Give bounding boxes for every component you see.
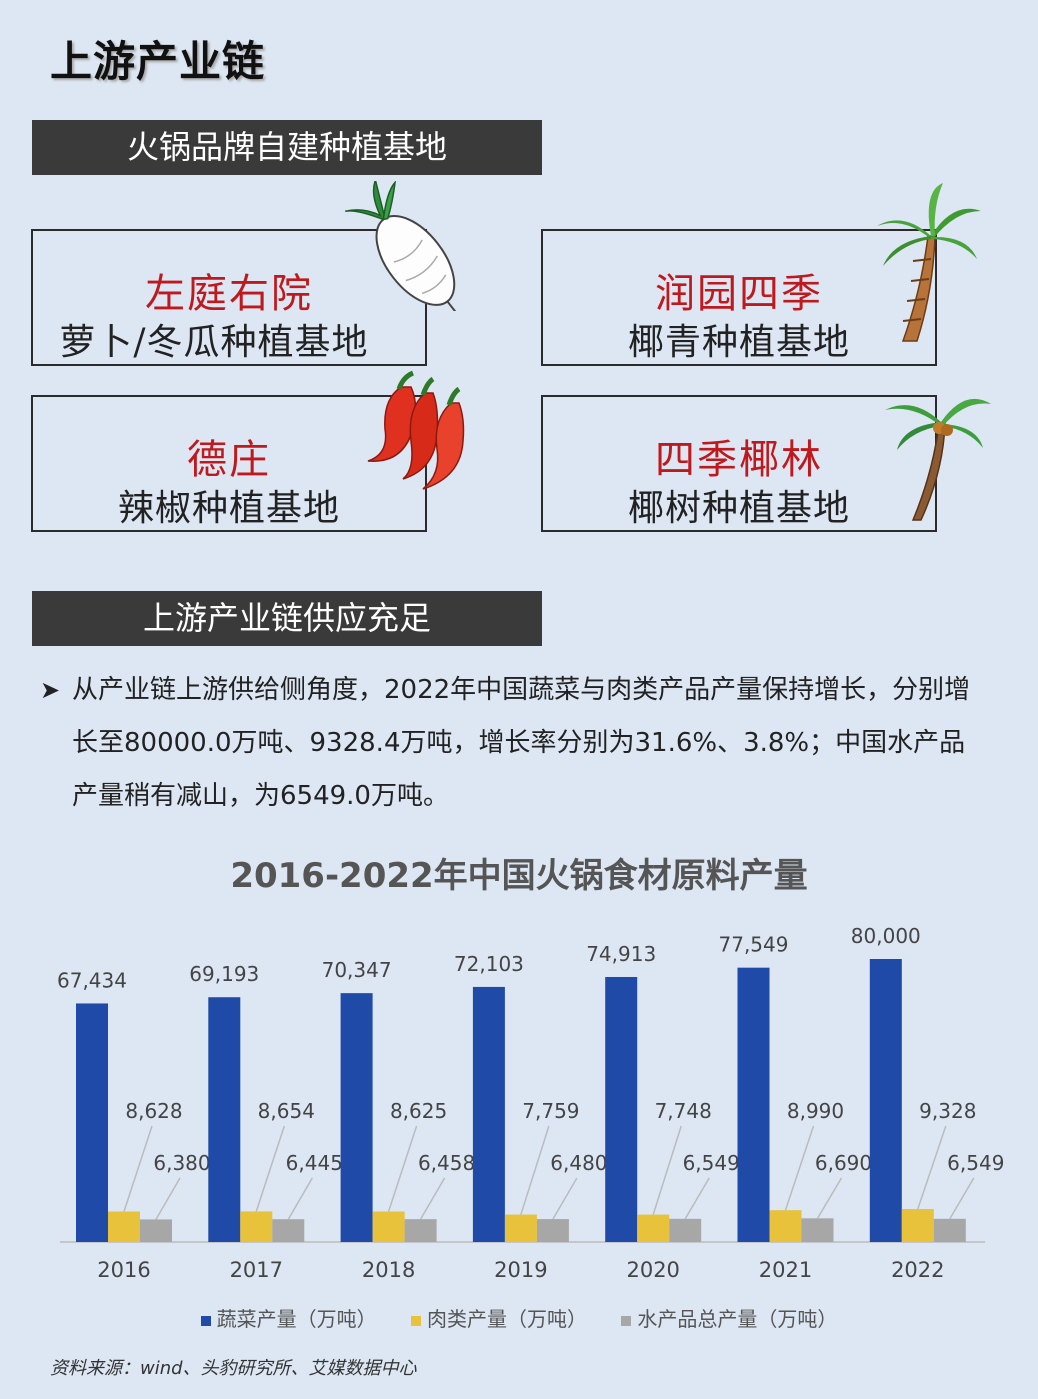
bar-2019-s2 [536, 1219, 569, 1242]
legend-label: 肉类产量（万吨） [427, 1307, 587, 1331]
bar-2017-s1 [240, 1211, 273, 1242]
bar-2018-s2 [404, 1219, 437, 1242]
legend-label: 水产品总产量（万吨） [637, 1307, 838, 1331]
chart-legend: 蔬菜产量（万吨） 肉类产量（万吨） 水产品总产量（万吨） [0, 1303, 1038, 1332]
data-label: 8,654 [258, 1099, 315, 1123]
radish-icon [345, 181, 457, 311]
palm-tree-icon [877, 183, 981, 342]
card-brand-name: 润园四季 [655, 271, 823, 317]
data-label: 8,628 [125, 1099, 182, 1123]
data-label: 6,480 [550, 1151, 607, 1175]
production-bar-chart: 67,434 8,628 6,380 2016 69,193 8,654 6,445 2017… [57, 924, 1004, 1282]
leader-line [255, 1125, 286, 1212]
card-base-desc: 椰青种植基地 [627, 322, 850, 363]
leader-line [684, 1177, 710, 1220]
leader-line [652, 1125, 682, 1215]
card-runyuan-siji: 润园四季 椰青种植基地 [541, 183, 981, 366]
arrow-bullet-icon: ➤ [40, 676, 61, 704]
bar-2017-s0 [208, 997, 241, 1242]
data-label: 9,328 [919, 1099, 976, 1123]
x-tick-label: 2021 [759, 1258, 812, 1282]
data-label: 6,690 [815, 1151, 872, 1175]
bar-2020-s2 [669, 1218, 702, 1242]
data-label: 8,625 [390, 1099, 447, 1123]
leader-line [917, 1125, 947, 1210]
bar-2016-s2 [140, 1219, 172, 1242]
coconut-tree-icon [885, 398, 991, 521]
bar-2022-s0 [869, 959, 902, 1242]
data-label: 8,990 [787, 1099, 844, 1123]
chart-title: 2016-2022年中国火锅食材原料产量 [230, 856, 808, 896]
card-zuoting-youyuan: 左庭右院 萝卜/冬瓜种植基地 [31, 181, 457, 366]
x-tick-label: 2018 [362, 1258, 415, 1282]
leader-line [552, 1177, 578, 1220]
section-title-brand-bases: 火锅品牌自建种植基地 [32, 120, 542, 175]
data-source-note: 资料来源：wind、头豹研究所、艾媒数据中心 [50, 1358, 417, 1379]
leader-line [949, 1177, 975, 1220]
card-base-desc: 辣椒种植基地 [117, 488, 340, 529]
leader-line [155, 1177, 181, 1220]
legend-swatch [621, 1315, 632, 1326]
card-brand-name: 四季椰林 [655, 437, 823, 483]
data-label: 7,748 [655, 1099, 712, 1123]
card-base-desc: 萝卜/冬瓜种植基地 [59, 322, 369, 363]
bar-2016-s1 [108, 1211, 140, 1242]
leader-line [123, 1125, 153, 1212]
bar-2017-s2 [272, 1219, 305, 1242]
x-tick-label: 2016 [97, 1258, 150, 1282]
leader-line [816, 1177, 843, 1219]
data-label: 74,913 [586, 942, 656, 966]
data-label: 80,000 [851, 924, 921, 948]
legend-item-vegetables: 蔬菜产量（万吨） [200, 1303, 377, 1332]
data-label: 6,445 [286, 1151, 343, 1175]
leader-line [419, 1177, 446, 1220]
supply-summary-text: 从产业链上游供给侧角度，2022年中国蔬菜与肉类产品产量保持增长，分别增长至80… [72, 675, 971, 811]
bar-2019-s0 [472, 986, 505, 1242]
legend-swatch [411, 1315, 421, 1326]
data-label: 67,434 [57, 968, 127, 992]
card-brand-name: 德庄 [187, 437, 271, 483]
data-label: 69,193 [189, 962, 259, 986]
bar-2016-s0 [76, 1003, 108, 1242]
x-tick-label: 2022 [891, 1258, 944, 1282]
bar-2018-s1 [372, 1211, 405, 1242]
card-brand-name: 左庭右院 [145, 271, 313, 317]
legend-label: 蔬菜产量（万吨） [216, 1307, 377, 1331]
chili-pepper-icon [367, 370, 465, 490]
leader-line [784, 1125, 815, 1211]
data-label: 6,549 [683, 1151, 740, 1175]
data-label: 6,380 [153, 1151, 210, 1175]
page-title: 上游产业链 [50, 37, 266, 86]
bar-2021-s1 [769, 1210, 802, 1242]
data-label: 6,549 [947, 1151, 1004, 1175]
leader-line [520, 1125, 550, 1215]
card-base-desc: 椰树种植基地 [627, 488, 850, 529]
bar-2020-s0 [605, 976, 638, 1242]
bar-2022-s1 [901, 1209, 934, 1242]
x-tick-label: 2020 [626, 1258, 679, 1282]
x-tick-label: 2017 [230, 1258, 283, 1282]
supply-summary-paragraph: ➤ 从产业链上游供给侧角度，2022年中国蔬菜与肉类产品产量保持增长，分别增长至… [40, 664, 990, 823]
bar-2022-s2 [933, 1218, 966, 1242]
data-label: 70,347 [322, 958, 392, 982]
card-siji-yelin: 四季椰林 椰树种植基地 [541, 395, 991, 532]
bar-2019-s1 [504, 1214, 537, 1242]
data-label: 6,458 [418, 1151, 475, 1175]
data-label: 77,549 [719, 933, 789, 957]
x-tick-label: 2019 [494, 1258, 547, 1282]
leader-line [387, 1125, 418, 1212]
section-title-supply: 上游产业链供应充足 [32, 591, 542, 646]
legend-item-meat: 肉类产量（万吨） [411, 1303, 587, 1332]
data-label: 7,759 [522, 1099, 579, 1123]
card-dezhuang: 德庄 辣椒种植基地 [31, 370, 465, 532]
bar-2021-s0 [737, 967, 770, 1242]
legend-swatch [200, 1315, 211, 1326]
legend-item-aquatic: 水产品总产量（万吨） [621, 1303, 837, 1332]
bar-2018-s0 [340, 993, 373, 1242]
bar-2020-s1 [637, 1214, 670, 1242]
data-label: 72,103 [454, 952, 524, 976]
leader-line [287, 1177, 313, 1220]
bar-2021-s2 [801, 1218, 834, 1242]
